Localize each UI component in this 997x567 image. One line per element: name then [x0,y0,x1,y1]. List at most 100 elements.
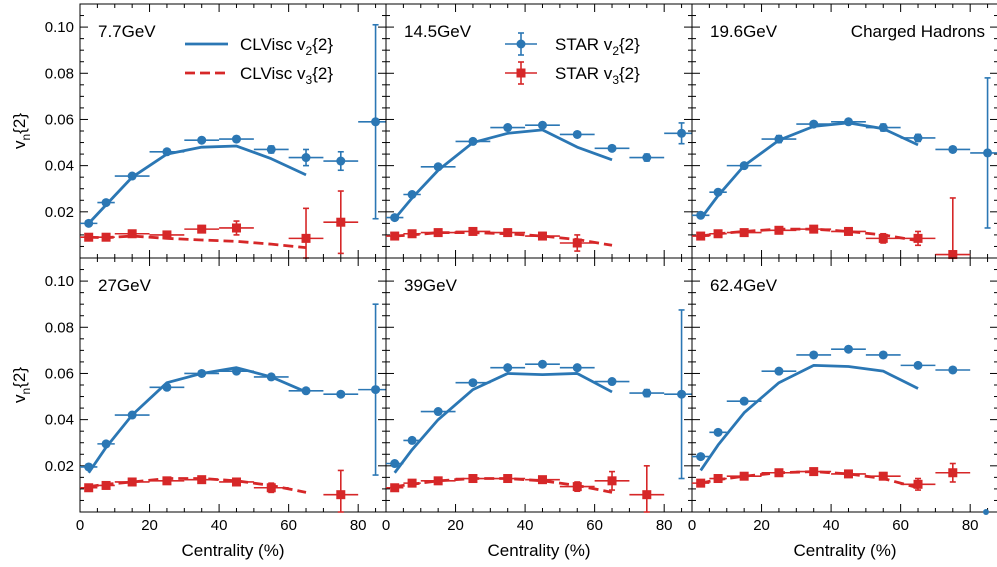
star-v3-point [796,224,832,234]
marker-circle [607,143,617,153]
marker-circle [572,129,582,139]
legend-label-sub: 3 [612,73,619,87]
marker-square [537,475,547,485]
star-v3-point [97,232,115,242]
marker-circle [537,120,547,130]
star-v3-point [761,468,797,478]
panel-19.6GeV: 19.6GeV [691,3,997,260]
marker-square [127,229,137,239]
marker-circle [162,147,172,157]
x-tick-label: 20 [447,517,464,534]
marker-circle [433,407,443,417]
star-v2-point [184,135,220,145]
star-v3-point [525,475,560,485]
marker-circle [739,396,749,406]
marker-circle [101,439,111,449]
marker-square [84,232,94,242]
marker-circle [231,366,241,376]
star-v2-point [692,452,710,462]
marker-circle [878,350,888,360]
marker-circle [677,128,687,138]
star-v2-point [114,171,150,181]
star-v2-point [970,77,997,229]
star-v2-point [726,396,762,406]
marker-circle [407,190,417,199]
legend-entry-star-v3: STAR v3{2} [505,61,640,87]
marker-circle [713,427,723,437]
x-tick-label: 20 [753,517,770,534]
x-tick-label: 40 [211,517,228,534]
marker-circle [468,136,478,146]
star-v3-point [761,225,797,235]
legend-label-main: CLVisc v [240,64,306,83]
marker-circle [84,462,94,472]
legend-marker-circle [516,39,526,49]
legend-entry-clvisc-v2: CLVisc v2{2} [185,35,333,58]
marker-circle [433,162,443,172]
legend-label-sub: 2 [306,44,313,58]
star-v2-point [80,462,98,472]
marker-square [127,477,137,487]
marker-circle [843,344,853,354]
marker-square [572,238,582,248]
star-v2-point [455,378,491,388]
marker-circle [84,218,94,228]
y-axis-label-main: v [10,140,29,149]
star-v2-point [323,389,359,399]
marker-square [84,483,94,493]
marker-square [913,479,923,489]
legend-label-sub: 2 [612,44,619,58]
x-tick-label: 0 [688,517,696,534]
marker-square [390,231,400,241]
x-axis-label: Centrality (%) [794,541,897,560]
star-v3-point [935,462,971,483]
star-v2-point [288,386,324,396]
marker-circle [913,133,923,143]
marker-square [101,480,111,490]
star-v3-point [386,231,404,241]
panel-frame [691,3,997,259]
marker-square [948,468,958,478]
marker-circle [537,359,547,369]
legend-label-suffix: {2} [619,64,640,83]
star-v3-point [709,229,727,239]
star-v2-point [403,435,421,445]
clvisc-v2-curve [87,144,307,225]
x-tick-label: 20 [141,517,158,534]
clipped-marker [983,509,989,515]
star-v3-point [455,474,491,484]
marker-square [231,477,241,487]
star-v2-point [525,120,560,130]
clvisc-v2-curve [699,121,919,220]
star-v2-point [149,382,185,392]
star-v3-point [490,228,526,238]
star-v2-point [709,427,727,437]
star-v3-point [831,469,866,479]
marker-circle [301,386,311,396]
star-v2-point [761,134,797,144]
marker-circle [503,363,513,373]
marker-circle [503,123,513,133]
x-tick-label: 0 [382,517,390,534]
star-v3-point [796,467,832,477]
star-v2-point [288,148,324,167]
star-v2-point [358,23,386,220]
star-v2-point [831,117,866,127]
marker-square [696,231,706,241]
star-v3-point [323,469,359,513]
star-v2-point [403,190,421,199]
star-v3-point [935,197,971,260]
panel-energy-label: 7.7GeV [98,22,156,41]
star-v3-point [900,230,936,247]
clvisc-v2-curve [87,366,307,474]
clvisc-v2-curve [699,363,919,472]
marker-square [642,490,652,500]
marker-circle [913,360,923,370]
marker-circle [809,119,819,129]
legend-label-sub: 3 [306,73,313,87]
star-v3-point [403,478,421,488]
panel-energy-label: 62.4GeV [710,276,778,295]
star-v2-point [664,122,692,145]
marker-square [739,471,749,481]
star-v3-point [865,471,901,481]
